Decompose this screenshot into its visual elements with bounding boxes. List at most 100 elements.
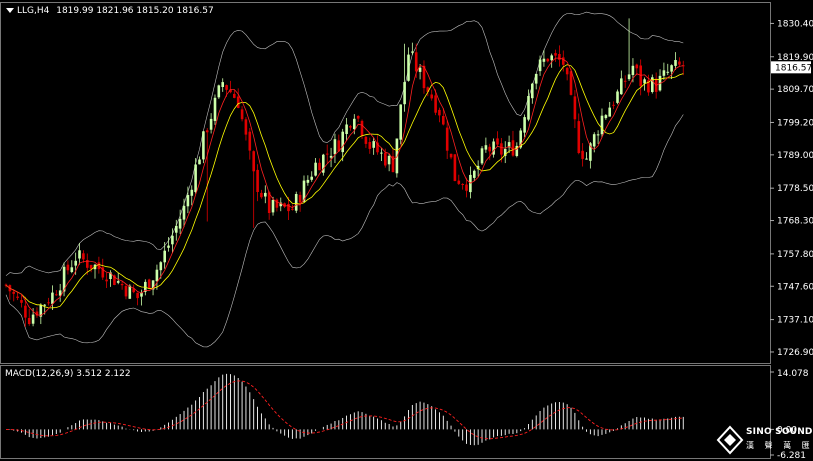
candle bbox=[294, 191, 298, 214]
candle bbox=[213, 94, 217, 125]
candle bbox=[190, 185, 194, 206]
candle bbox=[202, 130, 205, 164]
price-tick-label: 1737.10 bbox=[777, 316, 813, 326]
candle bbox=[465, 177, 468, 198]
price-tick-label: 1799.20 bbox=[777, 118, 813, 128]
fast-ma-line bbox=[5, 57, 684, 316]
symbol-dropdown-icon[interactable] bbox=[6, 8, 14, 13]
candle bbox=[399, 104, 402, 145]
candle bbox=[221, 78, 224, 92]
price-tick-label: 1768.30 bbox=[777, 217, 813, 227]
sino-sound-logo: SINO SOUND 漢 聲 萬 匯 bbox=[716, 425, 812, 457]
signal-path bbox=[5, 380, 684, 440]
candle bbox=[260, 189, 263, 199]
candle bbox=[51, 285, 54, 311]
candle bbox=[492, 138, 495, 158]
candle bbox=[341, 128, 344, 162]
candle bbox=[155, 264, 159, 290]
candle bbox=[105, 272, 108, 288]
candle bbox=[58, 283, 62, 302]
price-tick: 1747.60 bbox=[770, 282, 813, 292]
candle bbox=[86, 253, 89, 275]
price-tick-label: 1778.50 bbox=[777, 184, 813, 194]
price-panel-frame bbox=[0, 2, 771, 364]
candle bbox=[252, 150, 255, 228]
candle bbox=[623, 75, 627, 88]
candle bbox=[314, 158, 317, 177]
candle bbox=[325, 144, 329, 163]
candle bbox=[484, 137, 488, 153]
candle bbox=[16, 291, 19, 301]
candle bbox=[569, 68, 573, 96]
candle bbox=[322, 153, 325, 176]
candle bbox=[531, 82, 534, 104]
candle bbox=[678, 57, 681, 67]
price-tick-label: 1809.70 bbox=[777, 85, 813, 95]
candle bbox=[349, 124, 352, 131]
candle bbox=[473, 169, 476, 182]
price-axis: 1830.40 1819.90 1809.70 1799.20 1789.00 1778.… bbox=[770, 19, 813, 358]
symbol-label: LLG,H4 bbox=[17, 6, 50, 16]
candle bbox=[120, 281, 124, 290]
candle bbox=[585, 152, 588, 160]
candle bbox=[337, 134, 341, 152]
candle bbox=[616, 89, 619, 105]
candle bbox=[124, 283, 128, 300]
candle bbox=[275, 198, 279, 212]
macd-tick: 14.078 bbox=[770, 369, 809, 379]
candle bbox=[507, 135, 511, 154]
candle bbox=[407, 47, 410, 82]
ohlc-values: 1819.99 1821.96 1815.20 1816.57 bbox=[56, 6, 214, 16]
candle bbox=[198, 156, 201, 165]
candle bbox=[670, 64, 673, 80]
candle bbox=[430, 89, 433, 101]
candle bbox=[546, 58, 550, 63]
candle bbox=[318, 158, 321, 171]
candle bbox=[457, 174, 461, 185]
lower-band-line bbox=[5, 114, 684, 348]
price-tick: 1789.00 bbox=[770, 151, 813, 161]
candle bbox=[345, 117, 348, 141]
price-tick: 1768.30 bbox=[770, 217, 813, 227]
candle bbox=[542, 50, 546, 67]
bollinger-bands bbox=[5, 11, 684, 348]
candle bbox=[267, 191, 271, 220]
price-tick-label: 1747.60 bbox=[777, 282, 813, 292]
candle bbox=[368, 137, 372, 154]
slow-ma-line bbox=[5, 64, 684, 309]
candle bbox=[55, 290, 58, 296]
candle bbox=[113, 274, 116, 286]
candle bbox=[147, 278, 151, 289]
candle bbox=[194, 158, 197, 194]
price-tick-label: 1726.90 bbox=[777, 348, 813, 358]
candle bbox=[66, 260, 70, 275]
candle bbox=[438, 107, 441, 123]
candle bbox=[527, 89, 530, 122]
candle bbox=[27, 308, 31, 326]
candle bbox=[163, 242, 166, 269]
candle bbox=[434, 89, 437, 116]
candle bbox=[205, 128, 209, 222]
candle bbox=[411, 42, 414, 55]
candle bbox=[554, 49, 557, 62]
candle bbox=[116, 273, 120, 285]
price-tick: 1757.80 bbox=[770, 250, 813, 260]
price-tick: 1830.40 bbox=[770, 19, 813, 29]
price-tick: 1809.70 bbox=[770, 85, 813, 95]
price-tick: 1726.90 bbox=[770, 348, 813, 358]
price-tick: 1737.10 bbox=[770, 316, 813, 326]
candle bbox=[89, 264, 93, 273]
candle bbox=[550, 53, 553, 68]
candle bbox=[581, 143, 584, 167]
candle bbox=[186, 186, 190, 214]
candle bbox=[236, 88, 240, 109]
candle bbox=[233, 90, 236, 99]
macd-axis: 14.078 0.00 -6.281 bbox=[770, 369, 809, 461]
candle bbox=[171, 228, 174, 253]
candle bbox=[403, 43, 406, 112]
candle bbox=[372, 137, 375, 155]
candle bbox=[480, 146, 484, 166]
macd-label: MACD(12,26,9) 3.512 2.122 bbox=[5, 369, 131, 379]
candlesticks bbox=[4, 18, 685, 327]
